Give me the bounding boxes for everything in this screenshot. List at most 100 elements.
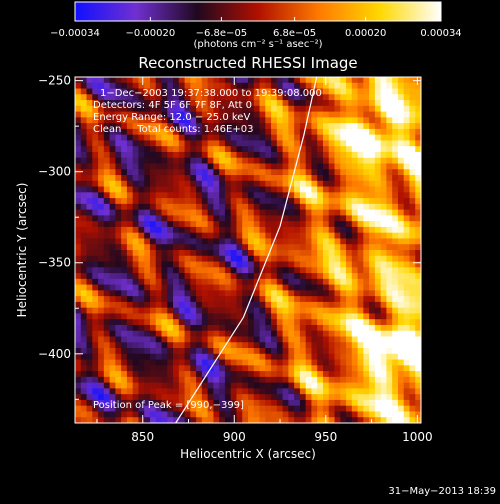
heatmap-cell <box>98 82 105 89</box>
heatmap-cell <box>207 186 214 193</box>
heatmap-cell <box>392 221 399 228</box>
heatmap-cell <box>346 111 353 118</box>
heatmap-cell <box>265 157 272 164</box>
heatmap-cell <box>271 117 278 124</box>
heatmap-cell <box>363 186 370 193</box>
heatmap-cell <box>311 336 318 343</box>
heatmap-cell <box>380 198 387 205</box>
heatmap-cell <box>282 278 289 285</box>
heatmap-cell <box>380 376 387 384</box>
heatmap-cell <box>317 111 324 118</box>
heatmap-cell <box>98 232 105 239</box>
heatmap-cell <box>219 169 226 176</box>
heatmap-cell <box>138 226 145 234</box>
heatmap-cell <box>282 307 289 314</box>
heatmap-cell <box>386 175 393 182</box>
heatmap-cell <box>196 226 203 234</box>
heatmap-cell <box>103 105 110 112</box>
heatmap-cell <box>403 169 410 176</box>
heatmap-cell <box>224 111 232 118</box>
heatmap-cell <box>80 290 87 297</box>
heatmap-cell <box>259 221 266 228</box>
heatmap-cell <box>322 100 330 107</box>
heatmap-cell <box>190 123 197 130</box>
heatmap-cell <box>346 342 353 349</box>
heatmap-cell <box>253 307 260 314</box>
heatmap-cell <box>248 359 255 366</box>
heatmap-cell <box>299 365 307 372</box>
heatmap-cell <box>201 117 209 124</box>
heatmap-cell <box>132 399 139 407</box>
heatmap-cell <box>299 319 307 326</box>
heatmap-cell <box>294 238 301 245</box>
heatmap-cell <box>224 278 232 285</box>
heatmap-cell <box>75 353 82 360</box>
heatmap-cell <box>149 359 157 366</box>
heatmap-cell <box>86 261 93 268</box>
heatmap-cell <box>80 111 87 118</box>
heatmap-cell <box>317 324 324 332</box>
heatmap-cell <box>236 313 243 320</box>
plot-area: 850 900 950 1000−400−350−300−250 <box>38 74 433 444</box>
heatmap-cell <box>271 226 278 234</box>
heatmap-cell <box>103 405 110 412</box>
heatmap-cell <box>207 376 214 384</box>
heatmap-cell <box>392 365 399 372</box>
heatmap-cell <box>253 296 260 303</box>
heatmap-cell <box>415 94 421 101</box>
heatmap-cell <box>86 140 93 147</box>
heatmap-cell <box>357 365 364 372</box>
heatmap-cell <box>149 365 157 372</box>
heatmap-cell <box>248 261 255 268</box>
heatmap-cell <box>75 88 82 95</box>
heatmap-cell <box>86 203 93 211</box>
heatmap-cell <box>103 324 110 332</box>
heatmap-cell <box>75 324 82 332</box>
heatmap-cell <box>294 221 301 228</box>
heatmap-cell <box>121 134 128 141</box>
heatmap-cell <box>276 267 283 274</box>
heatmap-cell <box>299 382 307 389</box>
heatmap-cell <box>149 88 157 95</box>
heatmap-cell <box>317 411 324 418</box>
heatmap-cell <box>75 250 82 257</box>
heatmap-cell <box>190 250 197 257</box>
heatmap-cell <box>369 250 376 257</box>
heatmap-cell <box>149 324 157 332</box>
heatmap-cell <box>167 244 174 251</box>
heatmap-cell <box>374 411 382 418</box>
heatmap-cell <box>305 123 312 130</box>
heatmap-cell <box>305 180 312 187</box>
heatmap-cell <box>213 192 220 199</box>
heatmap-cell <box>276 376 283 384</box>
heatmap-cell <box>86 169 93 176</box>
heatmap-cell <box>415 388 421 395</box>
heatmap-cell <box>75 365 82 372</box>
heatmap-cell <box>184 399 191 407</box>
heatmap-cell <box>219 336 226 343</box>
heatmap-cell <box>374 123 382 130</box>
heatmap-cell <box>311 319 318 326</box>
heatmap-cell <box>334 88 341 95</box>
heatmap-cell <box>144 267 151 274</box>
heatmap-cell <box>409 313 416 320</box>
heatmap-cell <box>155 250 162 257</box>
heatmap-cell <box>357 324 364 332</box>
heatmap-cell <box>397 123 405 130</box>
heatmap-cell <box>224 82 232 89</box>
heatmap-cell <box>288 215 295 222</box>
heatmap-cell <box>167 359 174 366</box>
heatmap-cell <box>149 105 157 112</box>
heatmap-cell <box>201 273 209 280</box>
heatmap-cell <box>386 128 393 136</box>
heatmap-cell <box>190 307 197 314</box>
heatmap-cell <box>357 238 364 245</box>
heatmap-cell <box>386 198 393 205</box>
heatmap-cell <box>363 134 370 141</box>
heatmap-cell <box>276 151 283 159</box>
heatmap-cell <box>322 175 330 182</box>
heatmap-cell <box>259 399 266 407</box>
heatmap-cell <box>109 290 116 297</box>
heatmap-cell <box>190 169 197 176</box>
heatmap-cell <box>276 238 283 245</box>
